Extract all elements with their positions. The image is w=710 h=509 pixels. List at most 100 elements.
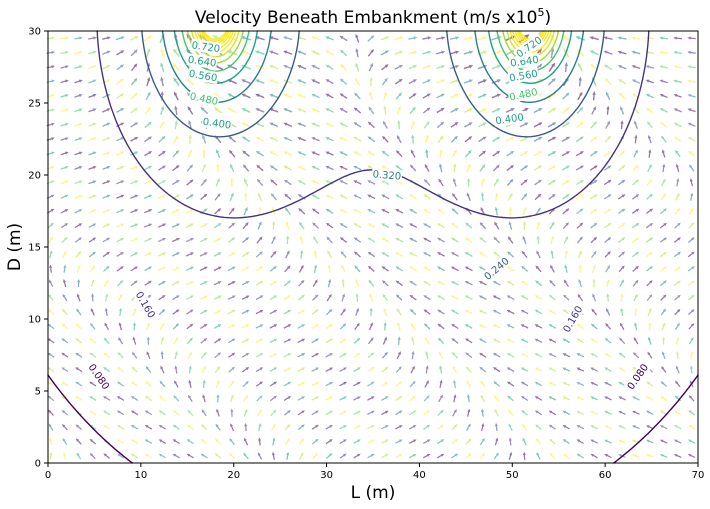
chart-title-suffix: ) [544,8,551,28]
quiver-arrow [341,293,346,302]
quiver-arrow [397,120,401,130]
quiver-arrow [562,353,571,358]
quiver-arrow [451,222,459,229]
quiver-arrow [185,194,194,200]
quiver-arrow [508,423,513,431]
quiver-arrow [283,309,292,315]
quiver-arrow [257,192,263,201]
quiver-arrow [675,336,680,345]
quiver-arrow [199,223,208,229]
quiver-arrow [674,425,682,430]
quiver-arrow [173,77,180,86]
quiver-arrow [409,280,417,286]
quiver-arrow [478,122,487,128]
quiver-arrow [450,121,459,128]
quiver-arrow [451,323,459,330]
quiver-arrow [158,424,166,430]
y-tick-label: 25 [28,99,41,110]
quiver-arrow [423,309,431,315]
quiver-arrow [116,396,125,401]
quiver-arrow [674,294,681,301]
quiver-arrow [130,223,139,228]
quiver-arrow [269,395,277,402]
quiver-arrow [255,381,264,387]
quiver-arrow [88,209,97,214]
quiver-arrow [159,395,166,402]
quiver-arrow [564,249,568,259]
quiver-arrow [75,395,83,401]
quiver-arrow [491,64,502,70]
quiver-arrow [353,237,362,243]
quiver-arrow [604,396,612,401]
quiver-arrow [285,221,290,230]
quiver-arrow [676,350,680,360]
quiver-arrow [676,178,680,187]
quiver-arrow [228,207,235,215]
quiver-arrow [492,150,501,157]
quiver-arrow [618,439,626,444]
quiver-arrow [477,93,488,99]
quiver-arrow [339,367,347,372]
quiver-arrow [395,366,402,373]
quiver-arrow [673,280,681,286]
quiver-arrow [464,136,473,143]
contour-label-text: 0.640 [510,55,540,70]
quiver-arrow [688,207,694,215]
x-tick-label: 30 [320,470,333,481]
quiver-arrow [258,423,262,432]
quiver-arrow [423,193,431,200]
y-axis-label: D (m) [5,223,25,271]
quiver-arrow [464,281,473,286]
quiver-arrow [241,108,251,113]
quiver-arrow [480,423,485,432]
quiver-arrow [89,251,96,258]
quiver-arrow [660,135,667,143]
quiver-arrow [241,93,251,99]
quiver-arrow [661,351,666,360]
quiver-arrow [188,379,192,388]
quiver-arrow [408,50,418,55]
quiver-arrow [507,192,513,201]
quiver-arrow [283,65,293,70]
quiver-arrow [243,206,248,216]
contour-label-bg [493,110,526,127]
quiver-arrow [438,163,443,173]
quiver-arrow [311,79,320,84]
quiver-arrow [160,336,164,345]
quiver-arrow [576,208,584,215]
quiver-arrow [395,252,404,257]
quiver-arrow [174,365,178,374]
quiver-arrow [243,452,249,460]
quiver-arrow [436,93,445,99]
quiver-arrow [424,134,429,144]
quiver-arrow [354,265,361,273]
quiver-arrow [425,350,429,360]
quiver-arrow [199,237,208,243]
quiver-arrow [409,395,417,402]
quiver-arrow [521,423,528,431]
quiver-arrow [60,108,69,113]
quiver-arrow [453,163,457,173]
quiver-arrow [74,194,83,199]
quiver-arrow [382,120,388,129]
quiver-arrow [463,93,473,99]
quiver-arrow [257,452,263,460]
quiver-arrow [395,92,402,100]
quiver-arrow [505,136,515,142]
quiver-arrow [396,351,401,360]
quiver-arrow [478,251,487,258]
quiver-arrow [60,122,69,127]
quiver-arrow [325,165,334,171]
quiver-arrow [506,150,515,157]
quiver-arrow [480,408,485,417]
quiver-arrow [172,295,180,301]
quiver-arrow [325,367,334,372]
quiver-arrow [270,179,278,186]
quiver-arrow [130,453,139,459]
quiver-arrow [477,108,487,113]
quiver-arrow [75,381,83,387]
quiver-arrow [493,178,499,187]
quiver-arrow [368,279,375,287]
quiver-arrow [395,266,403,272]
quiver-arrow [562,309,570,315]
